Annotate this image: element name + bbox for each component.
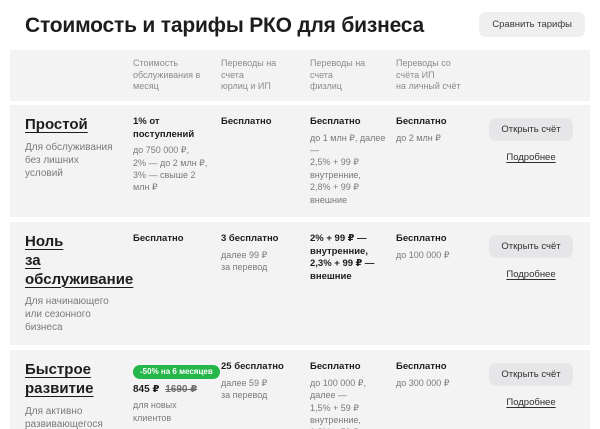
personal-account-cell: Бесплатно до 2 млн ₽ [396, 116, 480, 144]
business-transfers-details: далее 99 ₽ за перевод [221, 249, 268, 272]
individual-transfers-cell: Бесплатно до 1 млн ₽, далее — 2,5% + 99 … [310, 116, 396, 206]
individual-transfers-value: 2% + 99 ₽ — внутренние, 2,3% + 99 ₽ — вн… [310, 233, 375, 282]
personal-account-details: до 100 000 ₽ [396, 249, 450, 260]
business-transfers-cell: 3 бесплатно далее 99 ₽ за перевод [221, 233, 310, 273]
individual-transfers-details: до 1 млн ₽, далее — 2,5% + 99 ₽ внутренн… [310, 132, 386, 205]
page-title: Стоимость и тарифы РКО для бизнеса [25, 14, 424, 37]
tariff-card: Быстрое развитие Для активно развивающег… [10, 350, 590, 429]
tariff-name-cell: Простой Для обслуживания без лишних усло… [25, 116, 133, 180]
tariff-name-cell: Ноль за обслуживание Для начинающего или… [25, 233, 133, 334]
personal-account-value: Бесплатно [396, 361, 447, 373]
page-header: Стоимость и тарифы РКО для бизнеса Сравн… [10, 12, 590, 38]
personal-account-cell: Бесплатно до 100 000 ₽ [396, 233, 480, 261]
business-transfers-value: Бесплатно [221, 116, 272, 128]
discount-badge: -50% на 6 месяцев [133, 365, 220, 380]
column-header-monthly-cost: Стоимость обслуживания в месяц [133, 58, 201, 92]
individual-transfers-value: Бесплатно [310, 116, 361, 128]
business-transfers-value: 25 бесплатно [221, 361, 284, 373]
new-price: 845 ₽ [133, 384, 160, 396]
tariff-name-link[interactable]: Ноль за обслуживание [25, 233, 134, 288]
monthly-cost-details: до 750 000 ₽, 2% — до 2 млн ₽, 3% — свыш… [133, 145, 208, 193]
personal-account-value: Бесплатно [396, 116, 447, 128]
details-link[interactable]: Подробнее [506, 152, 556, 164]
tariff-card: Ноль за обслуживание Для начинающего или… [10, 222, 590, 346]
tariff-name-link[interactable]: Простой [25, 116, 88, 134]
personal-account-details: до 2 млн ₽ [396, 132, 441, 143]
open-account-button[interactable]: Открыть счёт [489, 118, 573, 142]
open-account-button[interactable]: Открыть счёт [489, 235, 573, 259]
monthly-cost-cell: 1% от поступлений до 750 000 ₽, 2% — до … [133, 116, 221, 194]
tariff-name-link[interactable]: Быстрое развитие [25, 361, 94, 398]
details-link[interactable]: Подробнее [506, 269, 556, 281]
tariff-subtitle: Для активно развивающегося бизнеса [25, 405, 103, 429]
individual-transfers-value: Бесплатно [310, 361, 361, 373]
individual-transfers-cell: 2% + 99 ₽ — внутренние, 2,3% + 99 ₽ — вн… [310, 233, 396, 286]
business-transfers-value: 3 бесплатно [221, 233, 279, 245]
column-header-business-transfers: Переводы на счета юрлиц и ИП [221, 58, 277, 92]
tariff-actions: Открыть счёт Подробнее [480, 116, 582, 163]
details-link[interactable]: Подробнее [506, 397, 556, 409]
business-transfers-cell: 25 бесплатно далее 59 ₽ за перевод [221, 361, 310, 401]
tariff-actions: Открыть счёт Подробнее [480, 361, 582, 408]
compare-tariffs-button[interactable]: Сравнить тарифы [479, 12, 585, 37]
open-account-button[interactable]: Открыть счёт [489, 363, 573, 387]
monthly-cost-cell: -50% на 6 месяцев 845 ₽ 1690 ₽ для новых… [133, 361, 221, 424]
monthly-cost-details: для новых клиентов [133, 400, 177, 423]
monthly-cost-cell: Бесплатно [133, 233, 221, 249]
tariff-actions: Открыть счёт Подробнее [480, 233, 582, 280]
individual-transfers-cell: Бесплатно до 100 000 ₽, далее — 1,5% + 5… [310, 361, 396, 429]
monthly-cost-value: Бесплатно [133, 233, 184, 245]
business-transfers-cell: Бесплатно [221, 116, 310, 132]
tariff-subtitle: Для начинающего или сезонного бизнеса [25, 296, 109, 334]
tariff-subtitle: Для обслуживания без лишних условий [25, 141, 113, 179]
price-line: 845 ₽ 1690 ₽ [133, 384, 211, 396]
tariff-name-cell: Быстрое развитие Для активно развивающег… [25, 361, 133, 429]
table-header-row: Стоимость обслуживания в месяц Переводы … [10, 50, 590, 102]
tariff-card: Простой Для обслуживания без лишних усло… [10, 105, 590, 218]
individual-transfers-details: до 100 000 ₽, далее — 1,5% + 59 ₽ внутре… [310, 377, 367, 429]
column-header-personal-account: Переводы со счёта ИП на личный счёт [396, 58, 461, 92]
business-transfers-details: далее 59 ₽ за перевод [221, 377, 268, 401]
personal-account-value: Бесплатно [396, 233, 447, 245]
personal-account-details: до 300 000 ₽ [396, 377, 450, 388]
column-header-individual-transfers: Переводы на счета физлиц [310, 58, 366, 92]
old-price: 1690 ₽ [165, 384, 198, 396]
personal-account-cell: Бесплатно до 300 000 ₽ [396, 361, 480, 389]
monthly-cost-value: 1% от поступлений [133, 116, 195, 140]
